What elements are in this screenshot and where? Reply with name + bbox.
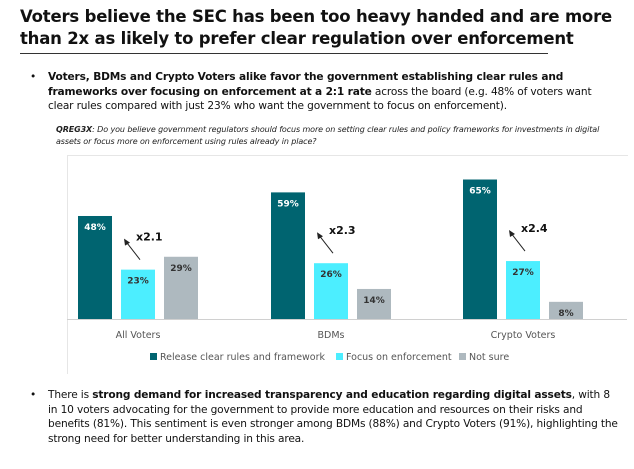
legend-swatch [150, 353, 157, 360]
bar [506, 261, 540, 319]
multiplier-annotation: x2.1 [136, 231, 163, 244]
legend-label: Not sure [469, 352, 509, 363]
data-label: 8% [558, 309, 573, 319]
arrow-line [318, 234, 334, 254]
bullet-bold: Voters, BDMs and Crypto Voters alike fav… [48, 71, 564, 98]
question-text: QREG3X: Do you believe government regula… [56, 124, 616, 147]
bullet-icon: • [30, 389, 37, 401]
data-label: 23% [127, 277, 149, 287]
bullet-bold: strong demand for increased transparency… [92, 389, 572, 401]
arrow-head-icon [509, 230, 515, 238]
bar [357, 288, 391, 319]
multiplier-annotation: x2.4 [521, 222, 548, 235]
bar [463, 179, 497, 319]
bar [271, 192, 305, 319]
arrow-line [510, 232, 526, 252]
category-label: BDMs [318, 330, 345, 341]
category-label: Crypto Voters [491, 330, 556, 341]
bullet-text: There is [48, 389, 93, 401]
legend-label: Release clear rules and framework [160, 352, 326, 363]
data-label: 65% [469, 187, 491, 197]
bullet-clear-rules: • Voters, BDMs and Crypto Voters alike f… [30, 70, 620, 114]
bullet-transparency: • There is strong demand for increased t… [30, 388, 620, 446]
question-body: : Do you believe government regulators s… [56, 125, 600, 146]
title-divider [20, 53, 548, 54]
arrow-line [125, 241, 141, 260]
bullet-text: across the board (e.g. 48% of voters wan… [48, 85, 592, 113]
bar [78, 215, 112, 319]
question-code: QREG3X [56, 125, 93, 134]
data-label: 14% [363, 296, 385, 306]
arrow-head-icon [124, 238, 130, 246]
bar [164, 256, 198, 319]
data-label: 59% [277, 199, 299, 209]
legend-swatch [459, 353, 466, 360]
chart-frame [67, 155, 628, 374]
data-label: 27% [512, 268, 534, 278]
legend-label: Focus on enforcement [346, 352, 452, 363]
bullet-icon: • [30, 71, 37, 83]
data-label: 26% [320, 270, 342, 280]
bar [549, 301, 583, 319]
bar [121, 269, 155, 319]
category-label: All Voters [116, 330, 161, 341]
bullet-text: , with 8 in 10 voters advocating for the… [48, 389, 618, 445]
multiplier-annotation: x2.3 [329, 224, 356, 237]
page-title: Voters believe the SEC has been too heav… [20, 7, 612, 48]
data-label: 48% [84, 223, 106, 233]
arrow-head-icon [317, 232, 323, 240]
legend-swatch [336, 353, 343, 360]
data-label: 29% [170, 264, 192, 274]
bar [314, 263, 348, 319]
